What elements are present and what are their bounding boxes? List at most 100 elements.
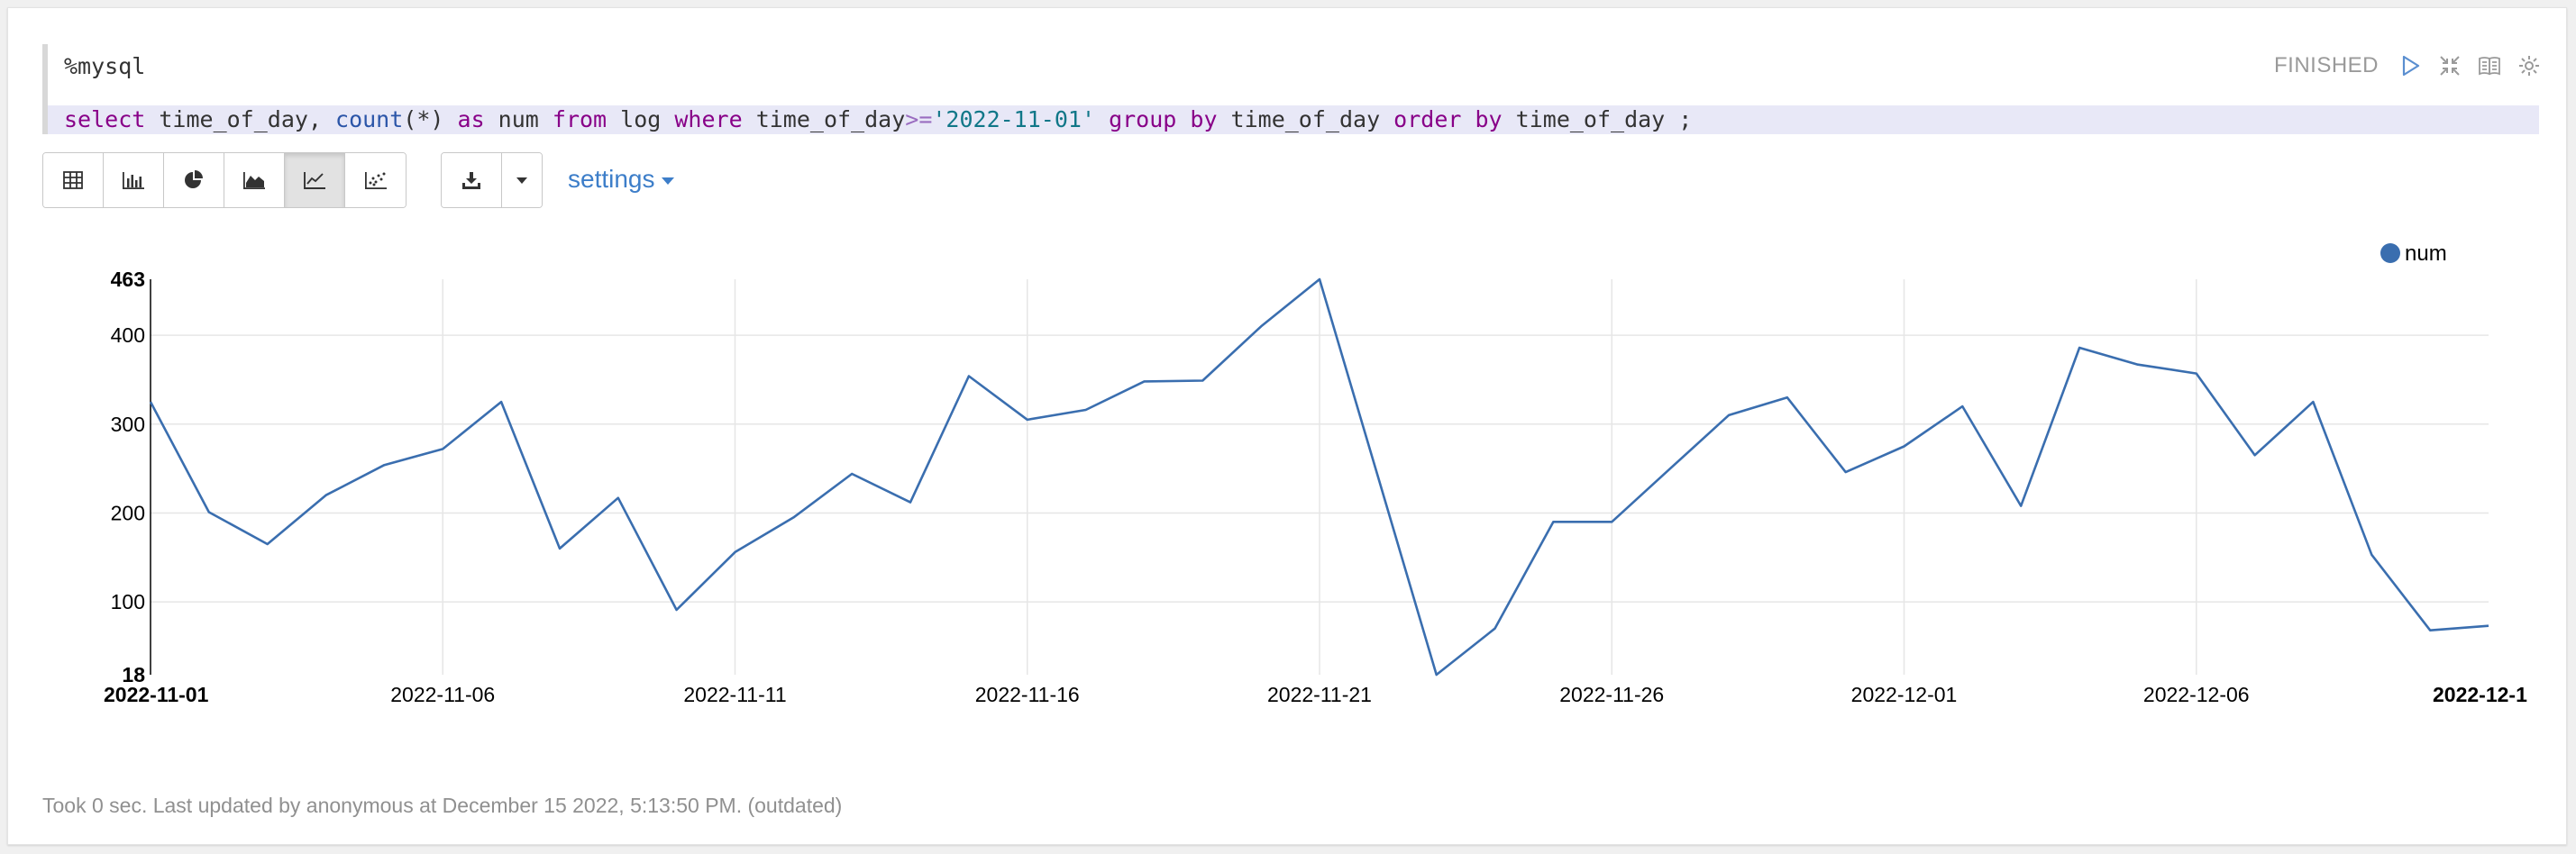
run-icon[interactable] [2397,52,2424,79]
table-view-icon [63,171,83,189]
caret-down-icon [661,177,674,185]
bar-chart-button[interactable] [104,153,164,207]
data-point [440,446,445,451]
x-tick-label: 2022-11-01 [104,683,209,706]
data-point [1609,519,1614,524]
sql-token: time_of_day [742,106,906,132]
x-tick-label: 2022-12-1 [2433,683,2527,706]
data-point [1726,413,1731,418]
y-tick-label: 400 [111,323,145,347]
scatter-chart-icon [364,172,387,189]
data-point [1317,277,1322,282]
sql-token: time_of_day [1217,106,1394,132]
sql-token: >= [905,106,933,132]
data-point [557,546,562,551]
data-point [2486,623,2491,629]
data-point [2077,345,2082,350]
data-point [1375,474,1381,479]
sql-token [1176,106,1190,132]
data-point [324,493,329,498]
data-point [966,374,972,379]
data-point [148,399,153,404]
sql-token: time_of_day ; [1502,106,1693,132]
download-options-button[interactable] [502,153,542,207]
sql-query-line[interactable]: select time_of_day, count(*) as num from… [48,105,2539,134]
chart-type-buttons [42,152,406,208]
data-point [1434,672,1439,677]
data-point [1200,377,1205,383]
sql-token: order [1393,106,1462,132]
data-point [733,550,738,555]
hide-editor-icon[interactable] [2436,52,2463,79]
data-point [2018,504,2023,509]
x-tick-label: 2022-12-06 [2143,683,2250,706]
notebook-paragraph: %mysql select time_of_day, count(*) as n… [7,7,2567,845]
execution-info: Took 0 sec. Last updated by anonymous at… [42,794,843,817]
y-tick-label: 18 [122,663,145,686]
data-point [2427,628,2433,633]
code-editor[interactable]: %mysql select time_of_day, count(*) as n… [42,44,2539,134]
data-point [2310,399,2316,404]
pie-chart-button[interactable] [164,153,224,207]
data-point [1083,407,1089,413]
x-tick-label: 2022-11-21 [1267,683,1372,706]
download-dropdown [441,152,543,208]
data-point [908,500,913,505]
paragraph-control-bar: FINISHED [2274,48,2543,84]
data-point [1493,626,1498,631]
data-point [1550,519,1556,524]
data-point [381,462,387,468]
sql-token: where [674,106,743,132]
download-button[interactable] [442,153,502,207]
status-label: FINISHED [2273,53,2379,77]
data-point [1843,469,1849,475]
x-tick-label: 2022-11-06 [390,683,495,706]
data-point [674,607,680,613]
data-point [2369,552,2374,558]
download-icon [462,172,480,189]
legend-label: num [2405,241,2447,266]
settings-label: settings [568,165,655,193]
sql-token: count [335,106,404,132]
line-chart-button[interactable] [285,153,345,207]
data-point [1258,323,1264,329]
sql-token: by [1190,106,1218,132]
data-point [1667,466,1673,471]
scatter-chart-button[interactable] [345,153,406,207]
legend-marker [2380,243,2400,263]
hide-output-icon[interactable] [2476,52,2503,79]
caret-down-icon [516,177,527,184]
x-tick-label: 2022-11-11 [683,683,786,706]
area-chart-button[interactable] [224,153,285,207]
data-point [1959,404,1965,409]
data-point [616,495,621,501]
table-view-button[interactable] [43,153,104,207]
sql-token: (*) [403,106,458,132]
chart-settings-toggle[interactable]: settings [568,152,674,206]
data-point [1902,443,1907,449]
data-point [498,399,504,404]
y-tick-label: 463 [111,268,145,291]
sql-token: by [1475,106,1503,132]
line-chart-svg: 100 200 300 400 18 463 2022-11-01 2022-11-06 202… [104,241,2527,706]
data-point [849,471,854,477]
sql-token: num [484,106,553,132]
data-point [265,541,270,547]
sql-token [1095,106,1109,132]
data-point [1141,378,1146,384]
x-tick-label: 2022-11-26 [1559,683,1664,706]
area-chart-icon [243,172,265,189]
data-point [1025,417,1030,422]
data-point [206,509,212,514]
sql-token: select [64,106,146,132]
data-point [2252,452,2258,458]
sql-token [1461,106,1475,132]
sql-token: log [607,106,675,132]
interpreter-directive: %mysql [64,53,146,79]
x-tick-label: 2022-12-01 [1851,683,1958,706]
y-tick-label: 200 [111,501,145,524]
line-chart-icon [304,172,325,189]
visualization-toolbar: settings [42,152,674,210]
settings-gear-icon[interactable] [2516,52,2543,79]
sql-token: time_of_day, [145,106,336,132]
